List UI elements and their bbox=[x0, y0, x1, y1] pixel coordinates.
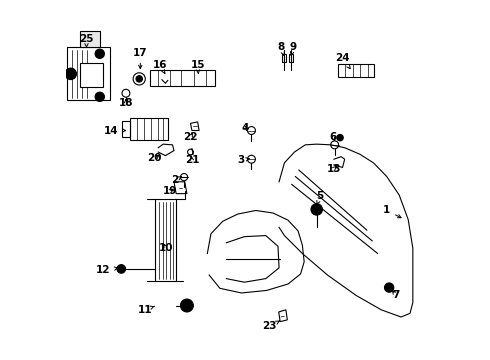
Text: 9: 9 bbox=[290, 42, 297, 55]
Text: 1: 1 bbox=[383, 206, 401, 218]
Text: 12: 12 bbox=[96, 265, 118, 275]
Bar bbox=[289, 54, 293, 62]
Text: 11: 11 bbox=[137, 305, 155, 315]
Text: 17: 17 bbox=[133, 48, 147, 68]
Text: 5: 5 bbox=[317, 191, 324, 204]
Circle shape bbox=[117, 265, 125, 273]
Text: 23: 23 bbox=[262, 321, 280, 331]
Bar bbox=[129, 118, 168, 140]
Text: 18: 18 bbox=[119, 98, 133, 108]
Text: 3: 3 bbox=[238, 155, 249, 165]
Circle shape bbox=[385, 283, 394, 292]
Text: 4: 4 bbox=[241, 123, 249, 133]
Circle shape bbox=[95, 92, 104, 102]
Circle shape bbox=[311, 204, 322, 215]
Text: 8: 8 bbox=[277, 42, 285, 55]
Bar bbox=[338, 64, 374, 77]
Circle shape bbox=[337, 134, 343, 141]
Circle shape bbox=[180, 299, 194, 312]
Text: 7: 7 bbox=[392, 290, 399, 300]
Bar bbox=[150, 70, 215, 86]
Text: 22: 22 bbox=[183, 132, 198, 142]
Bar bbox=[122, 121, 129, 137]
Text: 24: 24 bbox=[335, 53, 350, 69]
Circle shape bbox=[136, 76, 143, 82]
Bar bbox=[282, 54, 286, 62]
Text: 2: 2 bbox=[172, 175, 182, 185]
Text: 6: 6 bbox=[329, 132, 337, 142]
Text: 13: 13 bbox=[327, 163, 341, 174]
Text: 14: 14 bbox=[104, 126, 125, 135]
Circle shape bbox=[65, 68, 76, 80]
Text: 25: 25 bbox=[79, 35, 94, 48]
Text: 15: 15 bbox=[191, 60, 205, 73]
Circle shape bbox=[95, 49, 104, 58]
Bar bbox=[80, 63, 103, 87]
Text: 21: 21 bbox=[185, 155, 199, 165]
Text: 19: 19 bbox=[163, 186, 177, 197]
Text: 20: 20 bbox=[147, 153, 162, 163]
Bar bbox=[68, 47, 110, 100]
Bar bbox=[155, 199, 176, 281]
Text: 10: 10 bbox=[159, 243, 173, 253]
Bar bbox=[80, 31, 100, 47]
Text: 16: 16 bbox=[153, 60, 167, 73]
